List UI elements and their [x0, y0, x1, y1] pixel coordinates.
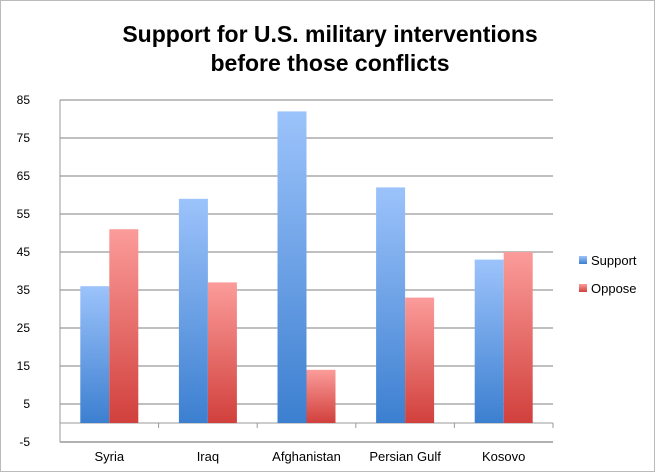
y-tick-label: 65 — [17, 169, 31, 183]
chart-title: Support for U.S. military interventions … — [60, 20, 600, 78]
bar-oppose — [405, 297, 435, 423]
y-tick-label: 35 — [17, 283, 31, 297]
legend-swatch-oppose — [579, 284, 587, 292]
y-tick-label: 75 — [17, 131, 31, 145]
x-tick-label: Afghanistan — [272, 449, 341, 464]
y-tick-label: 5 — [23, 397, 30, 411]
legend-label-oppose: Oppose — [591, 281, 637, 296]
y-tick-label: 55 — [17, 207, 31, 221]
bar-oppose — [306, 369, 336, 423]
bar-support — [474, 259, 504, 423]
y-tick-label: 45 — [17, 245, 31, 259]
x-tick-label: Persian Gulf — [369, 449, 441, 464]
bar-support — [376, 187, 406, 423]
bar-support — [178, 198, 208, 423]
bar-oppose — [109, 229, 139, 423]
y-tick-label: 25 — [17, 321, 31, 335]
legend-label-support: Support — [591, 253, 637, 268]
x-tick-label: Kosovo — [482, 449, 525, 464]
title-line-2: before those conflicts — [210, 50, 450, 76]
title-line-1: Support for U.S. military interventions — [122, 21, 538, 47]
bar-oppose — [503, 252, 533, 423]
x-tick-label: Iraq — [197, 449, 219, 464]
bar-support — [277, 111, 307, 424]
x-tick-label: Syria — [94, 449, 124, 464]
y-tick-label: 15 — [17, 359, 31, 373]
bar-oppose — [207, 282, 237, 423]
bar-support — [80, 286, 110, 423]
y-tick-label: 85 — [17, 93, 31, 107]
legend-swatch-support — [579, 256, 587, 264]
y-tick-label: -5 — [19, 435, 30, 449]
